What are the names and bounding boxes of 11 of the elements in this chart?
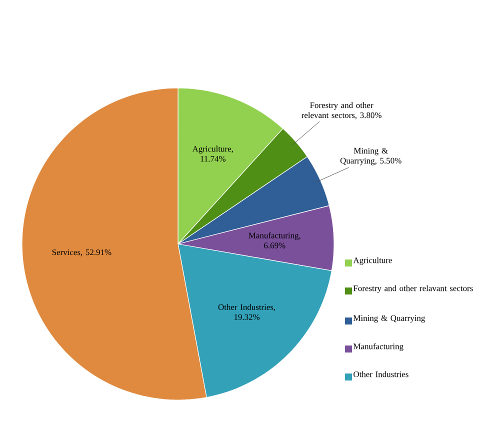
data-label: Other Industries, 19.32% <box>218 304 276 320</box>
legend-label: Forestry and other relavant sectors <box>353 285 473 293</box>
data-label: Forestry and other relevant sectors, 3.80% <box>302 102 382 120</box>
legend-label: Agriculture <box>353 257 392 265</box>
data-label: Manufacturing, 6.69% <box>248 232 300 248</box>
data-label: Mining & Quarrying, 5.50% <box>340 148 402 166</box>
data-label: Agriculture, 11.74% <box>192 146 233 162</box>
legend-label: Manufacturing <box>353 343 404 351</box>
legend-label: Other Industries <box>354 371 408 378</box>
legend-label: Mining & Quarrying <box>353 315 426 323</box>
data-label: Services, 52.91% <box>52 249 112 256</box>
